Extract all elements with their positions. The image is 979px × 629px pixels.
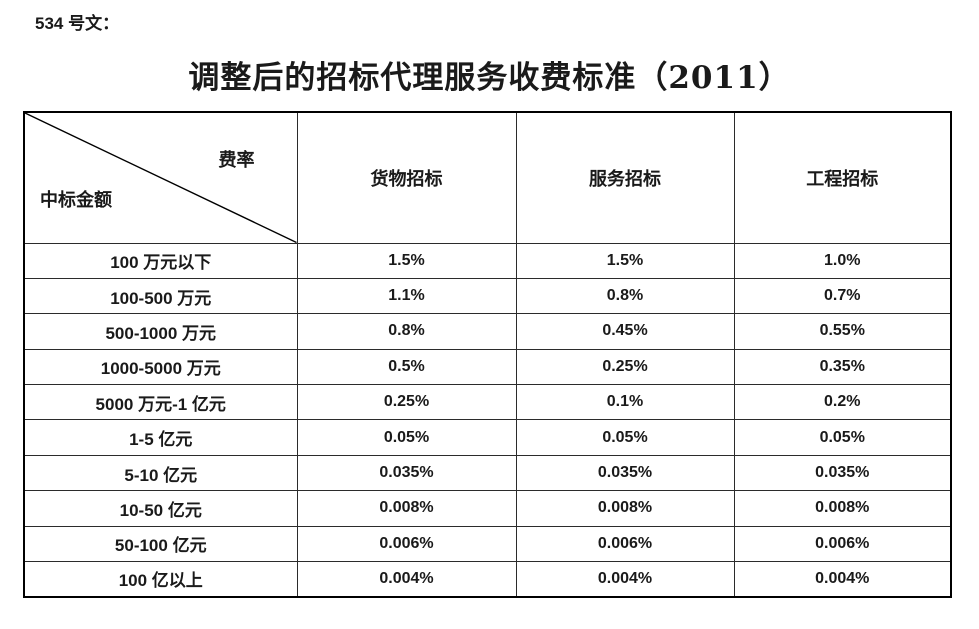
rate-value-cell: 0.1%: [515, 384, 735, 421]
rate-value-cell: 0.05%: [515, 419, 735, 456]
table-row: 5000 万元-1 亿元 0.25% 0.1% 0.2%: [23, 384, 952, 421]
column-header-engineering: 工程招标: [733, 111, 952, 244]
table-row: 1000-5000 万元 0.5% 0.25% 0.35%: [23, 348, 952, 386]
rate-value-cell: 0.25%: [296, 384, 517, 421]
rate-value-cell: 0.004%: [733, 561, 952, 598]
column-header-services: 服务招标: [515, 111, 735, 244]
table-row: 5-10 亿元 0.035% 0.035% 0.035%: [23, 454, 952, 492]
amount-range-cell: 1-5 亿元: [23, 419, 298, 456]
rate-value-cell: 0.008%: [733, 490, 952, 527]
amount-range-cell: 10-50 亿元: [23, 490, 298, 527]
column-header-goods: 货物招标: [296, 111, 517, 244]
rate-value-cell: 0.35%: [733, 348, 952, 386]
table-row: 1-5 亿元 0.05% 0.05% 0.05%: [23, 419, 952, 456]
rate-value-cell: 0.008%: [296, 490, 517, 527]
rate-value-cell: 1.1%: [296, 277, 517, 315]
rate-value-cell: 0.05%: [296, 419, 517, 456]
rate-value-cell: 0.05%: [733, 419, 952, 456]
table-row: 100-500 万元 1.1% 0.8% 0.7%: [23, 277, 952, 315]
amount-range-cell: 100 亿以上: [23, 561, 298, 598]
amount-range-cell: 1000-5000 万元: [23, 348, 298, 386]
rate-value-cell: 0.008%: [515, 490, 735, 527]
rate-value-cell: 0.004%: [296, 561, 517, 598]
amount-range-cell: 50-100 亿元: [23, 525, 298, 563]
rate-value-cell: 0.006%: [296, 525, 517, 563]
rate-value-cell: 0.55%: [733, 313, 952, 350]
corner-rate-label: 费率: [218, 150, 255, 171]
amount-range-cell: 5-10 亿元: [23, 454, 298, 492]
rate-value-cell: 0.8%: [296, 313, 517, 350]
doc-number-label: 534 号文：: [35, 14, 120, 33]
amount-range-cell: 500-1000 万元: [23, 313, 298, 350]
table-row: 10-50 亿元 0.008% 0.008% 0.008%: [23, 490, 952, 527]
diagonal-divider-line: [25, 113, 297, 243]
fee-rate-table: 费率 中标金额 货物招标 服务招标 工程招标 100 万元以下 1.5% 1.5…: [23, 111, 952, 598]
table-row: 100 亿以上 0.004% 0.004% 0.004%: [23, 561, 952, 598]
rate-value-cell: 0.035%: [296, 454, 517, 492]
amount-range-cell: 100-500 万元: [23, 277, 298, 315]
rate-value-cell: 1.5%: [515, 242, 735, 279]
corner-header-cell: 费率 中标金额: [23, 111, 298, 244]
amount-range-cell: 100 万元以下: [23, 242, 298, 279]
rate-value-cell: 0.004%: [515, 561, 735, 598]
rate-value-cell: 1.0%: [733, 242, 952, 279]
rate-value-cell: 0.45%: [515, 313, 735, 350]
table-row: 500-1000 万元 0.8% 0.45% 0.55%: [23, 313, 952, 350]
rate-value-cell: 0.5%: [296, 348, 517, 386]
header-row: 费率 中标金额 货物招标 服务招标 工程招标: [23, 111, 952, 244]
rate-value-cell: 0.035%: [733, 454, 952, 492]
amount-range-cell: 5000 万元-1 亿元: [23, 384, 298, 421]
page-title: 调整后的招标代理服务收费标准（2011）: [188, 60, 791, 96]
rate-value-cell: 0.7%: [733, 277, 952, 315]
rate-value-cell: 0.2%: [733, 384, 952, 421]
rate-value-cell: 0.035%: [515, 454, 735, 492]
rate-value-cell: 0.25%: [515, 348, 735, 386]
corner-amount-label: 中标金额: [40, 189, 112, 211]
rate-value-cell: 0.006%: [515, 525, 735, 563]
rate-value-cell: 0.8%: [515, 277, 735, 315]
rate-value-cell: 1.5%: [296, 242, 517, 279]
table-row: 100 万元以下 1.5% 1.5% 1.0%: [23, 242, 952, 279]
rate-value-cell: 0.006%: [733, 525, 952, 563]
table-row: 50-100 亿元 0.006% 0.006% 0.006%: [23, 525, 952, 563]
